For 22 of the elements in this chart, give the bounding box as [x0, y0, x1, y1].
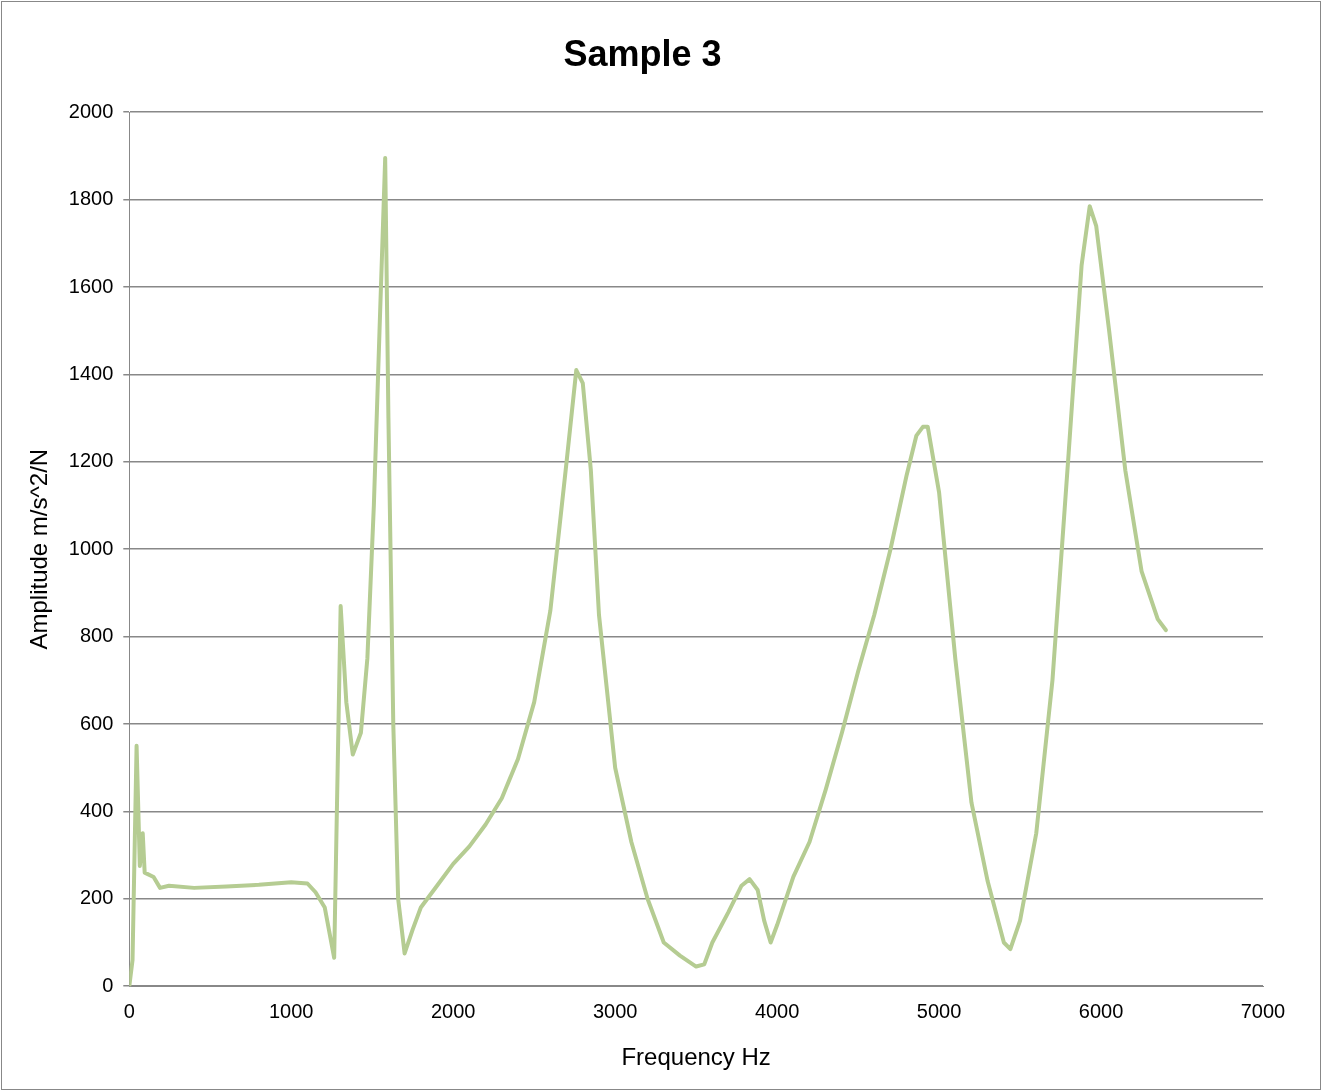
y-tick-label: 800 [79, 624, 114, 647]
x-tick-label: 6000 [1078, 999, 1124, 1022]
x-tick-label: 1000 [269, 999, 314, 1022]
y-tick-label: 0 [102, 973, 114, 996]
y-axis-title: Amplitude m/s^2/N [25, 448, 53, 650]
x-tick-label: 0 [123, 999, 135, 1022]
x-tick-label: 7000 [1240, 999, 1286, 1022]
y-tick-label: 1000 [68, 536, 114, 559]
x-axis-title: Frequency Hz [621, 1043, 771, 1071]
y-tick-label: 600 [79, 711, 114, 734]
y-tick-label: 1600 [68, 274, 114, 297]
y-tick-label: 1800 [68, 187, 114, 210]
x-tick-label: 5000 [916, 999, 962, 1022]
x-tick-label: 2000 [430, 999, 476, 1022]
y-tick-label: 2000 [68, 99, 114, 122]
y-tick-label: 400 [79, 798, 114, 821]
y-tick-label: 1400 [68, 361, 114, 384]
chart-title: Sample 3 [563, 32, 722, 74]
x-tick-label: 3000 [592, 999, 638, 1022]
y-tick-label: 1200 [68, 449, 114, 472]
y-tick-label: 200 [79, 886, 114, 909]
x-tick-label: 4000 [754, 999, 800, 1022]
